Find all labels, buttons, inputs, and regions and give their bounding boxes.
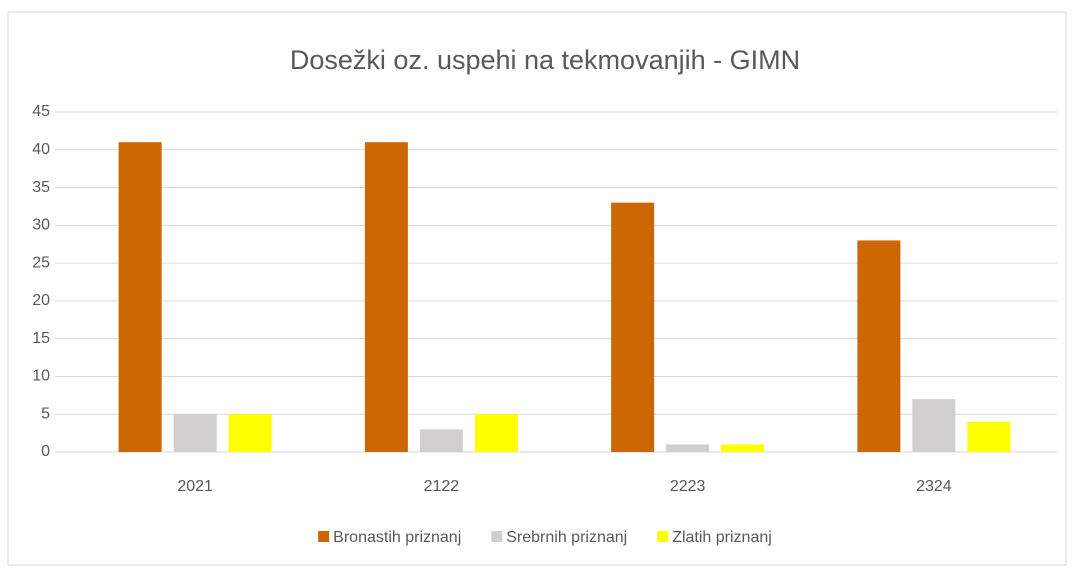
chart-title: Dosežki oz. uspehi na tekmovanjih - GIMN <box>290 45 800 75</box>
legend-swatch <box>318 531 330 542</box>
bar <box>474 414 518 452</box>
bar <box>228 414 272 452</box>
bar <box>611 202 655 452</box>
legend-swatch <box>491 531 503 542</box>
y-tick-label: 35 <box>32 179 50 196</box>
bar <box>364 142 408 452</box>
x-tick-label: 2223 <box>670 478 706 495</box>
y-tick-label: 40 <box>32 141 50 158</box>
y-tick-label: 20 <box>32 292 50 309</box>
y-tick-label: 25 <box>32 254 50 271</box>
bar <box>419 429 463 452</box>
x-tick-label: 2021 <box>177 478 213 495</box>
y-tick-label: 45 <box>32 103 50 120</box>
bar <box>118 142 162 452</box>
y-tick-label: 15 <box>32 330 50 347</box>
bar <box>857 240 901 452</box>
bar <box>173 414 217 452</box>
chart-frame <box>7 11 1067 566</box>
legend-label: Zlatih priznanj <box>672 529 772 546</box>
bar <box>666 444 710 452</box>
y-tick-label: 10 <box>32 368 50 385</box>
y-tick-label: 5 <box>41 405 50 422</box>
bar <box>721 444 765 452</box>
legend-label: Bronastih priznanj <box>333 529 461 546</box>
legend-label: Srebrnih priznanj <box>506 529 627 546</box>
bar <box>967 421 1011 452</box>
bar <box>912 399 956 452</box>
y-tick-label: 0 <box>41 443 50 460</box>
legend-swatch <box>657 531 669 542</box>
x-tick-label: 2122 <box>424 478 460 495</box>
x-tick-label: 2324 <box>916 478 952 495</box>
y-tick-label: 30 <box>32 217 50 234</box>
